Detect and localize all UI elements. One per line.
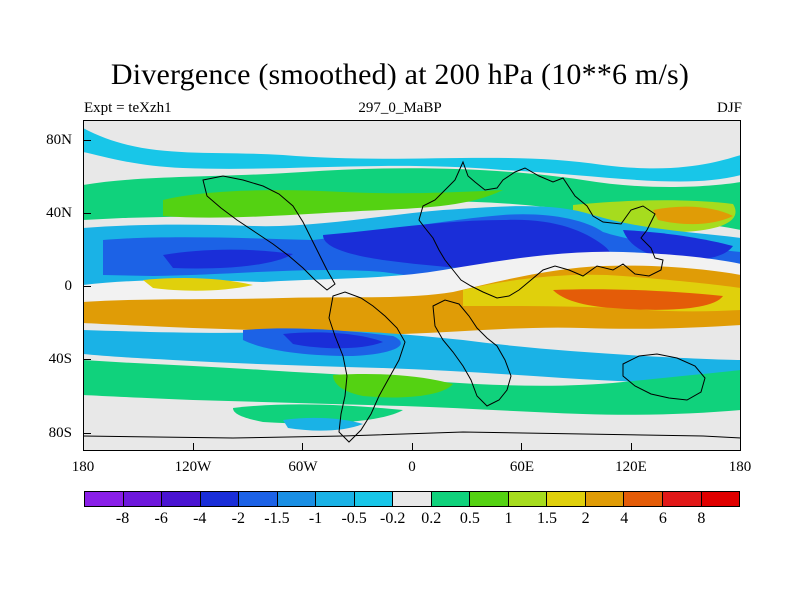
lat-label: 80S [48, 425, 72, 441]
colorbar-label: 6 [658, 510, 667, 527]
lon-label: 180 [728, 459, 752, 475]
colorbar [84, 491, 740, 507]
lon-label: 60W [288, 459, 318, 475]
lon-tick [631, 443, 632, 451]
chart-title: Divergence (smoothed) at 200 hPa (10**6 … [110, 58, 690, 91]
lat-label: 40S [48, 351, 72, 367]
lat-label: 40N [46, 205, 72, 221]
lon-label: 0 [408, 459, 416, 475]
contour-region [163, 190, 503, 218]
lat-label: 80N [46, 132, 72, 148]
colorbar-box [662, 492, 702, 506]
contour-region [233, 404, 403, 424]
colorbar-box [393, 492, 432, 506]
contour-region [553, 289, 723, 310]
colorbar-box [277, 492, 317, 506]
colorbar-label: -8 [115, 510, 130, 527]
contour-region [143, 277, 253, 291]
colorbar-box [85, 492, 124, 506]
colorbar-label: 4 [620, 510, 629, 527]
continent-outline [328, 291, 406, 443]
lat-tick [83, 286, 91, 287]
colorbar-box [585, 492, 625, 506]
lat-tick [83, 140, 91, 141]
colorbar-box [354, 492, 394, 506]
lon-label: 60E [509, 459, 535, 475]
colorbar-box [162, 492, 201, 506]
experiment-label: Expt = teXzh1 [84, 100, 172, 116]
colorbar-label: 1 [504, 510, 513, 527]
contour-region [83, 128, 741, 182]
contour-region [333, 374, 453, 398]
colorbar-box [547, 492, 586, 506]
colorbar-label: -2 [231, 510, 245, 527]
continent-outline [202, 175, 336, 291]
colorbar-label: 1.5 [537, 510, 558, 527]
colorbar-label: -6 [154, 510, 168, 527]
continent-outline [622, 353, 706, 401]
colorbar-label: -0.2 [380, 510, 406, 527]
colorbar-box [470, 492, 509, 506]
divergence-map [83, 120, 741, 451]
lon-tick [412, 443, 413, 451]
colorbar-box [239, 492, 278, 506]
colorbar-box [624, 492, 663, 506]
colorbar-box [316, 492, 355, 506]
contour-region [283, 417, 363, 431]
lon-label: 180 [71, 459, 95, 475]
contour-region [163, 249, 293, 269]
lon-tick [302, 443, 303, 451]
continent-outline [432, 299, 512, 407]
lon-tick [521, 443, 522, 451]
season-label: DJF [716, 100, 742, 116]
contour-region [83, 330, 741, 383]
colorbar-label: 0.2 [421, 510, 442, 527]
colorbar-label: -1.5 [264, 510, 290, 527]
lat-tick [83, 359, 91, 360]
continent-outline [83, 431, 741, 439]
colorbar-label: -0.5 [341, 510, 367, 527]
colorbar-box [701, 492, 740, 506]
colorbar-box [123, 492, 163, 506]
colorbar-box [200, 492, 240, 506]
contour-region [623, 230, 733, 260]
colorbar-box [508, 492, 548, 506]
continent-outline [418, 160, 664, 299]
contour-region [653, 206, 733, 225]
colorbar-label: -1 [308, 510, 323, 527]
lon-label: 120E [615, 459, 647, 475]
colorbar-label: 0.5 [459, 510, 480, 527]
period-label: 297_0_MaBP [358, 100, 442, 116]
contour-region [283, 332, 383, 349]
colorbar-label: -4 [193, 510, 207, 527]
colorbar-label: 8 [697, 510, 706, 527]
lat-tick [83, 433, 91, 434]
colorbar-label: 2 [581, 510, 590, 527]
lon-label: 120W [174, 459, 212, 475]
colorbar-box [431, 492, 471, 506]
lat-tick [83, 213, 91, 214]
lat-label: 0 [64, 278, 73, 294]
lon-tick [193, 443, 194, 451]
